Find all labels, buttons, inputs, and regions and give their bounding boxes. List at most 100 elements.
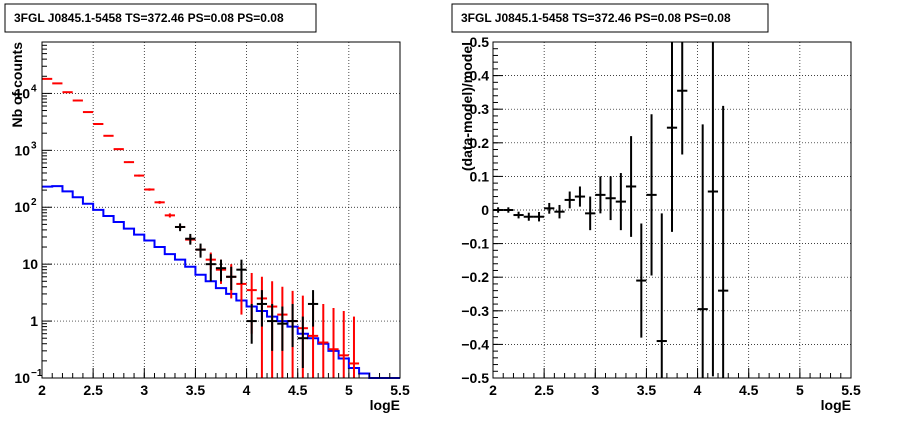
y-tick-exponent: 3 xyxy=(31,140,37,151)
data-point xyxy=(62,91,73,94)
data-point xyxy=(144,188,155,191)
x-tick-label: 2 xyxy=(38,382,46,398)
data-point xyxy=(523,212,534,221)
data-point xyxy=(174,223,186,232)
data-point xyxy=(615,173,626,231)
counts-spectrum-panel: 3FGL J0845.1-5458 TS=372.46 PS=0.08 PS=0… xyxy=(4,3,410,413)
y-tick-exponent: 2 xyxy=(31,197,37,208)
data-point xyxy=(72,99,83,102)
data-point xyxy=(595,176,606,214)
data-point xyxy=(533,212,545,222)
data-point xyxy=(205,254,216,282)
y-tick-label: 10 xyxy=(14,199,30,215)
data-point xyxy=(636,223,647,338)
y-tick-label: −0.2 xyxy=(461,269,489,285)
left-chart-title: 3FGL J0845.1-5458 TS=372.46 PS=0.08 PS=0… xyxy=(14,11,284,25)
x-tick-label: 4.5 xyxy=(288,382,308,398)
right-x-axis-label: logE xyxy=(821,397,851,413)
right-y-axis-label: (data-model)/model xyxy=(459,42,475,171)
x-tick-label: 2.5 xyxy=(83,382,103,398)
data-point xyxy=(605,176,616,221)
y-tick-label: −0.5 xyxy=(461,370,489,386)
right-title-box xyxy=(451,3,769,33)
data-point xyxy=(585,196,596,231)
series-0 xyxy=(493,42,729,378)
y-tick-label: 0.4 xyxy=(470,68,490,84)
y-tick-exponent: 4 xyxy=(31,83,37,94)
data-point xyxy=(123,161,135,164)
left-series xyxy=(42,77,400,379)
y-tick-exponent: −1 xyxy=(31,368,43,379)
y-tick-label: 0 xyxy=(481,202,489,218)
y-tick-label: 1 xyxy=(30,313,38,329)
data-point xyxy=(625,136,637,237)
x-tick-label: 5 xyxy=(345,382,353,398)
data-point xyxy=(226,266,237,291)
data-point xyxy=(42,77,53,80)
y-tick-label: 0.1 xyxy=(470,168,490,184)
data-point xyxy=(185,233,196,245)
x-tick-label: 2 xyxy=(489,382,497,398)
right-series xyxy=(493,42,729,378)
data-point xyxy=(215,259,227,282)
y-tick-label: 0.3 xyxy=(470,101,490,117)
y-tick-label: 10 xyxy=(14,85,30,101)
data-point xyxy=(646,114,657,276)
data-point xyxy=(666,42,678,232)
data-point xyxy=(246,303,257,344)
residuals-panel: 3FGL J0845.1-5458 TS=372.46 PS=0.08 PS=0… xyxy=(451,3,861,413)
x-tick-label: 3.5 xyxy=(637,382,657,398)
y-tick-label: 0.5 xyxy=(470,34,490,50)
series-2 xyxy=(174,223,319,368)
left-title-box xyxy=(4,3,317,33)
left-y-axis-label: Nb of counts xyxy=(9,42,25,128)
y-tick-label: 10 xyxy=(14,142,30,158)
data-point xyxy=(154,200,165,204)
data-point xyxy=(52,82,63,85)
y-tick-label: 10 xyxy=(14,370,30,386)
data-point xyxy=(287,303,298,348)
right-axes: 2 2.5 3 3.5 4 4.5 5 5.5 −0.5 −0.4 −0.3 −0.2 −0.1 0 0.1… xyxy=(461,34,861,398)
x-tick-label: 3.5 xyxy=(186,382,206,398)
data-point xyxy=(82,111,94,114)
right-chart-title: 3FGL J0845.1-5458 TS=372.46 PS=0.08 PS=0… xyxy=(461,11,731,25)
y-tick-label: −0.4 xyxy=(461,336,489,352)
data-point xyxy=(707,42,719,377)
data-point xyxy=(297,316,308,368)
data-point xyxy=(164,213,175,218)
x-tick-label: 4 xyxy=(694,382,702,398)
data-point xyxy=(267,303,278,351)
data-point xyxy=(513,211,524,219)
data-point xyxy=(134,174,145,177)
x-tick-label: 4.5 xyxy=(739,382,759,398)
data-point xyxy=(544,202,555,214)
data-point xyxy=(338,311,349,378)
x-tick-label: 5.5 xyxy=(841,382,861,398)
data-point xyxy=(256,290,268,327)
data-point xyxy=(328,307,339,378)
data-point xyxy=(318,303,329,378)
y-tick-label: 0.2 xyxy=(470,135,490,151)
x-tick-label: 5 xyxy=(796,382,804,398)
left-x-axis-label: logE xyxy=(370,397,400,413)
right-grid xyxy=(493,42,851,378)
x-tick-label: 2.5 xyxy=(534,382,554,398)
data-point xyxy=(697,124,708,378)
data-point xyxy=(348,316,360,378)
data-point xyxy=(277,306,288,351)
data-point xyxy=(236,259,247,284)
data-point xyxy=(113,148,124,151)
data-point xyxy=(564,191,575,209)
data-point xyxy=(574,186,586,207)
data-point xyxy=(195,243,206,258)
data-point xyxy=(554,204,565,219)
data-point xyxy=(307,290,319,327)
y-tick-label: −0.1 xyxy=(461,236,489,252)
data-point xyxy=(677,42,688,155)
y-tick-label: 10 xyxy=(22,256,38,272)
data-point xyxy=(503,207,514,213)
x-tick-label: 3 xyxy=(140,382,148,398)
data-point xyxy=(93,123,104,126)
data-point xyxy=(656,213,667,378)
